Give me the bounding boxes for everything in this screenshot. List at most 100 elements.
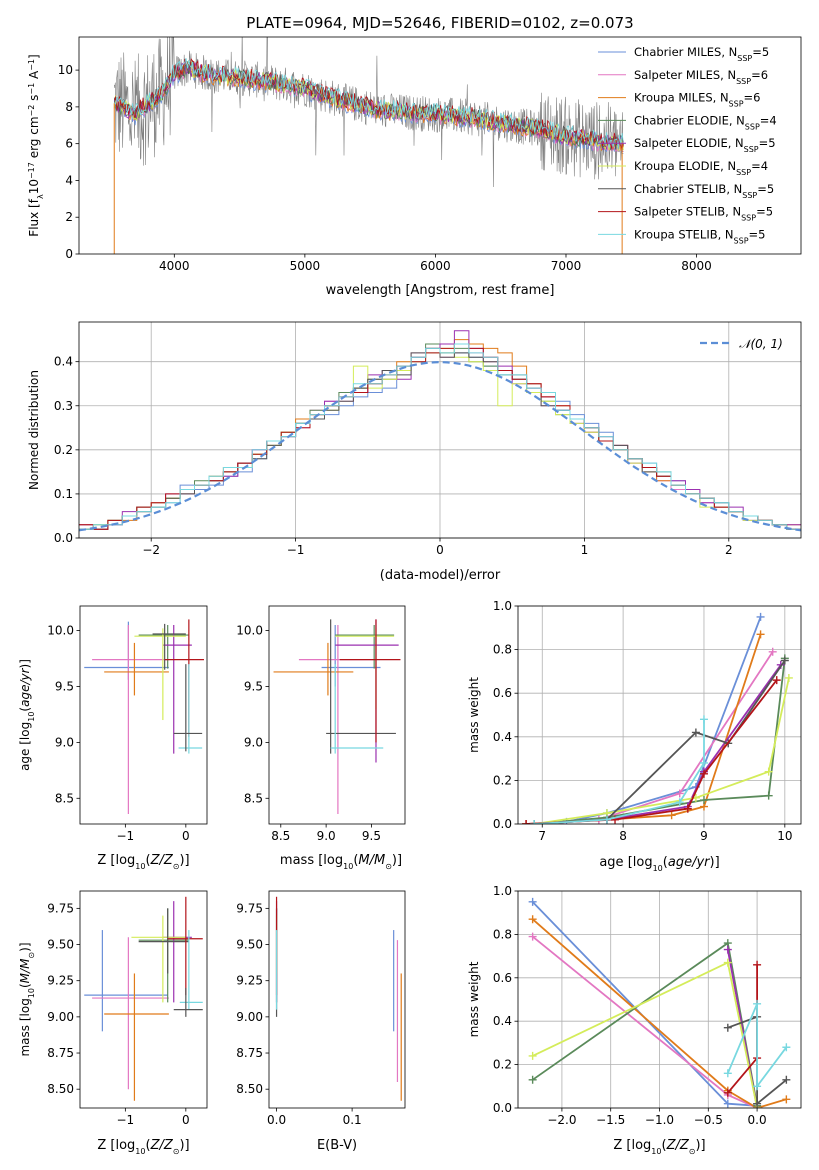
y-axis-label: Normed distribution <box>27 370 41 490</box>
x-tick-label: 0.1 <box>343 1113 362 1127</box>
axes-frame <box>78 36 802 255</box>
axes: 4000 5000 6000 7000 8000 0 2 4 6 8 10 <box>58 63 712 273</box>
y-tick-label: 8 <box>65 100 73 114</box>
weight-marker <box>723 945 732 954</box>
errorbars <box>84 619 204 814</box>
weight-marker <box>756 630 765 639</box>
weight-marker <box>723 1069 732 1078</box>
weight-marker <box>675 798 684 807</box>
axes-frame <box>78 321 802 539</box>
x-axis-label: Z [log10(Z/Z⊙)] <box>97 853 189 871</box>
y-tick-label: 9.50 <box>236 938 263 952</box>
weight-marker <box>772 676 781 685</box>
weight-marker <box>528 932 537 941</box>
legend-entry: Chabrier ELODIE, NSSP=4 <box>634 113 777 130</box>
x-axis-label: (data-model)/error <box>380 568 501 583</box>
y-tick-label: 9.25 <box>47 974 74 988</box>
weight-marker <box>675 789 684 798</box>
histograms <box>79 330 801 532</box>
x-tick-label: −1.5 <box>596 1113 625 1127</box>
weight-marker <box>522 820 531 824</box>
legend-entry: Chabrier MILES, NSSP=5 <box>634 45 769 63</box>
x-tick-label: 7 <box>538 829 546 843</box>
y-tick-label: 0.2 <box>493 1058 512 1072</box>
y-tick-label: 0.0 <box>493 817 512 831</box>
y-tick-label: 9.5 <box>244 679 263 693</box>
weight-marker <box>782 1075 791 1084</box>
x-tick-label: −1 <box>117 1113 135 1127</box>
x-tick-label: −2 <box>142 543 160 557</box>
x-tick-label: 8.5 <box>271 829 290 843</box>
errorbars <box>84 896 203 1101</box>
legend-entry: 𝒩(0, 1) <box>739 337 783 351</box>
x-axis-label: age [log10(age/yr)] <box>599 855 719 873</box>
weight-marker <box>753 1099 762 1108</box>
weight-marker <box>782 1043 791 1052</box>
x-tick-label: 0 <box>182 1113 190 1127</box>
x-tick-label: 0 <box>436 543 444 557</box>
x-tick-label: 1 <box>581 543 589 557</box>
y-tick-label: 0.0 <box>493 1101 512 1115</box>
x-tick-label: 8 <box>619 829 627 843</box>
axes-frame <box>517 605 802 825</box>
y-tick-label: 0.2 <box>54 443 73 457</box>
weight-line <box>526 634 762 824</box>
axes-frame <box>268 890 406 1109</box>
weight-marker <box>756 612 765 621</box>
model-spectrum <box>114 58 624 149</box>
axes: −2 −1 0 1 2 0.0 0.1 0.2 0.3 0.4 <box>54 322 801 557</box>
legend-entry: Kroupa STELIB, NSSP=5 <box>634 227 765 245</box>
x-tick-label: 8000 <box>681 259 712 273</box>
y-tick-label: 9.0 <box>55 735 74 749</box>
axes: 8.5 9.0 9.5 8.5 9.0 9.5 10.0 <box>236 624 381 843</box>
y-tick-label: 0.8 <box>493 643 512 657</box>
weight-marker <box>723 1023 732 1032</box>
y-tick-label: 8.50 <box>47 1082 74 1096</box>
y-tick-label: 0 <box>65 247 73 261</box>
model-spectrum <box>113 57 624 151</box>
x-axis-label: Z [log10(Z/Z⊙)] <box>613 1138 705 1156</box>
x-tick-label: 6000 <box>420 259 451 273</box>
y-tick-label: 0.0 <box>54 531 73 545</box>
weight-marker <box>753 960 762 969</box>
y-tick-label: 9.5 <box>55 679 74 693</box>
weight-line <box>566 616 762 823</box>
y-tick-label: 0.6 <box>493 971 512 985</box>
weight-marker <box>780 656 789 665</box>
weight-marker <box>764 791 773 800</box>
y-tick-label: 0.4 <box>493 1014 512 1028</box>
legend-entry: Salpeter MILES, NSSP=6 <box>634 68 768 86</box>
x-tick-label: −2.0 <box>547 1113 576 1127</box>
y-tick-label: 4 <box>65 173 73 187</box>
y-tick-label: 1.0 <box>493 599 512 613</box>
y-axis-label: age [log10(age/yr)] <box>18 659 36 771</box>
weight-marker <box>784 673 793 682</box>
y-tick-label: 0.3 <box>54 399 73 413</box>
spectrum-lines <box>113 37 624 254</box>
y-tick-label: 9.0 <box>244 735 263 749</box>
weight-marker <box>691 728 700 737</box>
y-tick-label: 8.50 <box>236 1082 263 1096</box>
y-tick-label: 2 <box>65 210 73 224</box>
figure-title: PLATE=0964, MJD=52646, FIBERID=0102, z=0… <box>246 14 633 32</box>
y-tick-label: 8.75 <box>236 1046 263 1060</box>
weight-marker <box>602 815 611 824</box>
y-tick-label: 8.5 <box>55 791 74 805</box>
weight-marker <box>753 1082 762 1091</box>
y-tick-label: 1.0 <box>493 884 512 898</box>
y-tick-label: 10 <box>58 63 73 77</box>
axes: −1 0 8.50 8.75 9.00 9.25 9.50 9.75 <box>47 901 189 1127</box>
x-tick-label: 7000 <box>551 259 582 273</box>
y-tick-label: 10.0 <box>236 624 263 638</box>
weight-line <box>532 935 758 1108</box>
axes-frame <box>517 890 802 1109</box>
y-tick-label: 8.75 <box>47 1046 74 1060</box>
histogram-step <box>79 343 801 530</box>
weight-marker <box>699 769 708 778</box>
gaussian-curve <box>79 360 801 532</box>
weight-marker <box>528 1051 537 1060</box>
y-tick-label: 0.6 <box>493 686 512 700</box>
x-tick-label: 10 <box>777 829 792 843</box>
x-tick-label: 9 <box>700 829 708 843</box>
